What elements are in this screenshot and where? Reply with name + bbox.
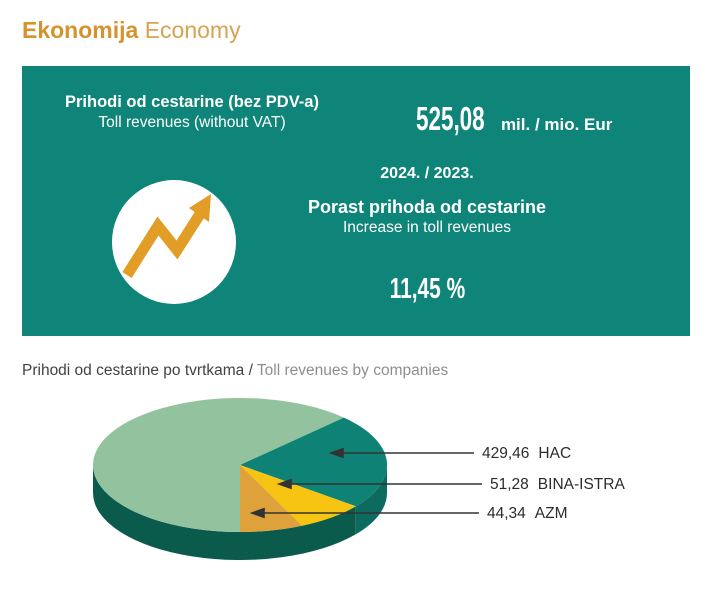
pie-value-hac: 429,46 — [482, 445, 530, 462]
growth-block: 2024. / 2023. Porast prihoda od cestarin… — [225, 164, 629, 304]
pie-label-hac: 429,46 HAC — [482, 445, 571, 463]
growth-percent: 11,45 % — [389, 273, 465, 305]
pie-slice-azm — [240, 465, 303, 532]
pie-section-header-en: Toll revenues by companies — [256, 362, 449, 379]
pie-name-bina-istra: BINA-ISTRA — [537, 476, 625, 493]
comparison-years: 2024. / 2023. — [380, 165, 474, 182]
pie-section-header: Prihodi od cestarine po tvrtkama / Toll … — [22, 361, 448, 381]
toll-revenue-amount: 525,08 — [416, 100, 485, 137]
growth-label-en: Increase in toll revenues — [342, 219, 511, 236]
pie-name-hac: HAC — [538, 445, 572, 462]
toll-revenues-pie-chart — [92, 398, 482, 561]
leader-arrow-hac — [328, 447, 344, 459]
trending-up-icon — [122, 194, 211, 278]
economy-stats-banner: Prihodi od cestarine (bez PDV-a) Toll re… — [22, 66, 690, 336]
pie-value-azm: 44,34 — [487, 505, 526, 522]
pie-slice-body — [93, 398, 344, 532]
toll-revenue-unit: mil. / mio. Eur — [500, 115, 613, 134]
toll-revenue-label-en: Toll revenues (without VAT) — [98, 114, 286, 131]
growth-value: 11,45 % — [225, 274, 629, 304]
pie-label-azm: 44,34 AZM — [487, 505, 568, 523]
toll-revenue-value: 525,08 mil. / mio. Eur — [416, 102, 612, 136]
pie-value-bina-istra: 51,28 — [490, 476, 529, 493]
pie-label-bina-istra: 51,28 BINA-ISTRA — [490, 476, 625, 494]
pie-side-teal — [355, 465, 388, 535]
pie-section-header-hr: Prihodi od cestarine po tvrtkama / — [22, 362, 253, 379]
leader-arrow-bina-istra — [276, 478, 292, 490]
leader-arrow-azm — [249, 507, 265, 519]
page-title-croatian: Ekonomija — [22, 17, 139, 43]
toll-revenue-label: Prihodi od cestarine (bez PDV-a) Toll re… — [32, 92, 352, 133]
toll-revenue-label-hr: Prihodi od cestarine (bez PDV-a) — [65, 93, 319, 111]
pie-name-azm: AZM — [534, 505, 568, 522]
page-title-english: Economy — [144, 17, 241, 43]
page-title: Ekonomija Economy — [22, 16, 241, 44]
pie-side-green — [92, 465, 356, 561]
growth-label-hr: Porast prihoda od cestarine — [307, 197, 547, 217]
pie-slice-bina-istra — [240, 465, 356, 526]
trend-icon-circle — [112, 180, 236, 304]
